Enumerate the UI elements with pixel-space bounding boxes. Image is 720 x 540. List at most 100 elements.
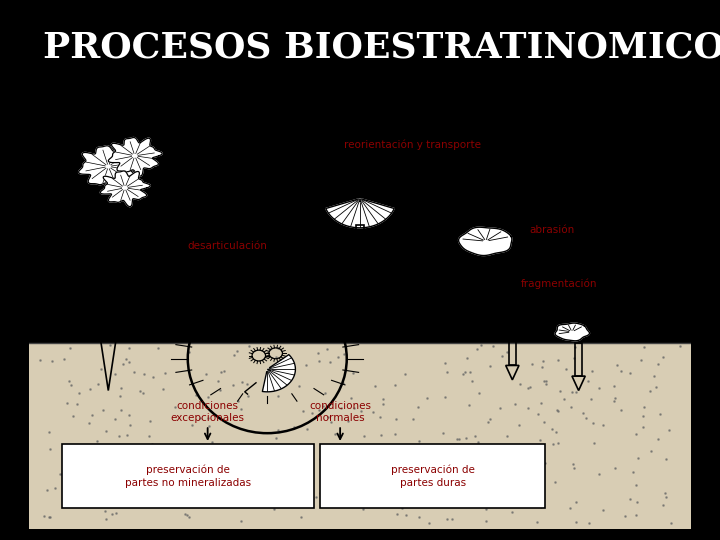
Point bbox=[482, 417, 494, 426]
Point bbox=[407, 476, 418, 484]
Point bbox=[41, 485, 53, 494]
Point bbox=[534, 436, 546, 444]
Point bbox=[156, 493, 168, 502]
Point bbox=[652, 359, 664, 368]
Wedge shape bbox=[267, 369, 271, 372]
Point bbox=[84, 385, 96, 394]
Point bbox=[159, 465, 171, 474]
Point bbox=[117, 360, 129, 368]
Point bbox=[115, 406, 127, 415]
Point bbox=[270, 434, 282, 442]
Point bbox=[146, 440, 158, 448]
Point bbox=[184, 513, 195, 522]
Point bbox=[236, 377, 248, 386]
Point bbox=[186, 420, 197, 429]
Point bbox=[390, 381, 401, 390]
Point bbox=[54, 469, 66, 478]
Point bbox=[637, 412, 649, 421]
Point bbox=[272, 392, 284, 401]
Point bbox=[564, 504, 575, 512]
Point bbox=[218, 367, 230, 375]
Point bbox=[541, 380, 552, 389]
Point bbox=[114, 392, 125, 400]
Text: preservación de
partes no mineralizadas: preservación de partes no mineralizadas bbox=[125, 464, 251, 488]
Point bbox=[125, 421, 136, 429]
Point bbox=[45, 445, 56, 454]
Point bbox=[546, 425, 557, 434]
Point bbox=[588, 438, 600, 447]
Bar bbox=[320, 444, 546, 508]
Point bbox=[169, 402, 181, 411]
Point bbox=[194, 414, 206, 423]
Bar bbox=[469, 262, 477, 300]
Point bbox=[177, 445, 189, 454]
Point bbox=[255, 463, 266, 471]
Point bbox=[91, 490, 102, 499]
Point bbox=[68, 411, 79, 420]
Point bbox=[451, 435, 463, 443]
Point bbox=[46, 357, 58, 366]
Point bbox=[549, 477, 561, 486]
Point bbox=[665, 519, 677, 528]
Point bbox=[300, 500, 312, 509]
Point bbox=[351, 465, 362, 474]
Point bbox=[535, 503, 546, 512]
Point bbox=[461, 354, 472, 362]
Point bbox=[413, 513, 425, 522]
Point bbox=[179, 478, 190, 487]
Point bbox=[137, 498, 148, 507]
Point bbox=[217, 467, 228, 475]
Point bbox=[113, 431, 125, 440]
Point bbox=[630, 481, 642, 489]
Point bbox=[610, 394, 621, 402]
Point bbox=[330, 429, 341, 438]
Point bbox=[315, 455, 326, 464]
Point bbox=[333, 352, 344, 361]
Point bbox=[674, 342, 685, 350]
Point bbox=[624, 495, 636, 504]
Point bbox=[324, 358, 336, 367]
Point bbox=[538, 417, 549, 426]
Point bbox=[401, 463, 413, 471]
Point bbox=[368, 408, 379, 416]
Point bbox=[233, 397, 244, 406]
Point bbox=[110, 509, 122, 518]
Point bbox=[121, 355, 132, 363]
Point bbox=[552, 406, 563, 414]
Point bbox=[271, 489, 282, 497]
Point bbox=[558, 395, 570, 403]
Point bbox=[644, 387, 655, 395]
Point bbox=[91, 466, 103, 475]
Point bbox=[43, 512, 55, 521]
Point bbox=[84, 418, 95, 427]
Point bbox=[288, 423, 300, 432]
Point bbox=[157, 384, 168, 393]
Point bbox=[225, 459, 237, 468]
Point bbox=[355, 487, 366, 496]
Polygon shape bbox=[555, 323, 590, 341]
Point bbox=[407, 414, 418, 423]
Point bbox=[515, 490, 526, 498]
Point bbox=[390, 429, 401, 438]
Point bbox=[244, 443, 256, 452]
Point bbox=[376, 431, 387, 440]
Text: condiciones
excepcionales: condiciones excepcionales bbox=[171, 401, 245, 423]
Point bbox=[348, 404, 360, 413]
Point bbox=[616, 406, 627, 415]
Point bbox=[419, 449, 431, 458]
Point bbox=[458, 370, 469, 379]
Point bbox=[377, 394, 389, 403]
Point bbox=[161, 483, 173, 492]
Point bbox=[135, 387, 146, 395]
Point bbox=[181, 486, 192, 495]
Point bbox=[99, 507, 111, 515]
Point bbox=[648, 372, 660, 380]
Point bbox=[104, 341, 115, 350]
Point bbox=[441, 496, 452, 504]
Point bbox=[115, 467, 127, 476]
Point bbox=[608, 382, 620, 390]
Point bbox=[526, 359, 538, 368]
Point bbox=[321, 345, 333, 353]
Point bbox=[552, 438, 564, 447]
Point bbox=[660, 455, 671, 463]
